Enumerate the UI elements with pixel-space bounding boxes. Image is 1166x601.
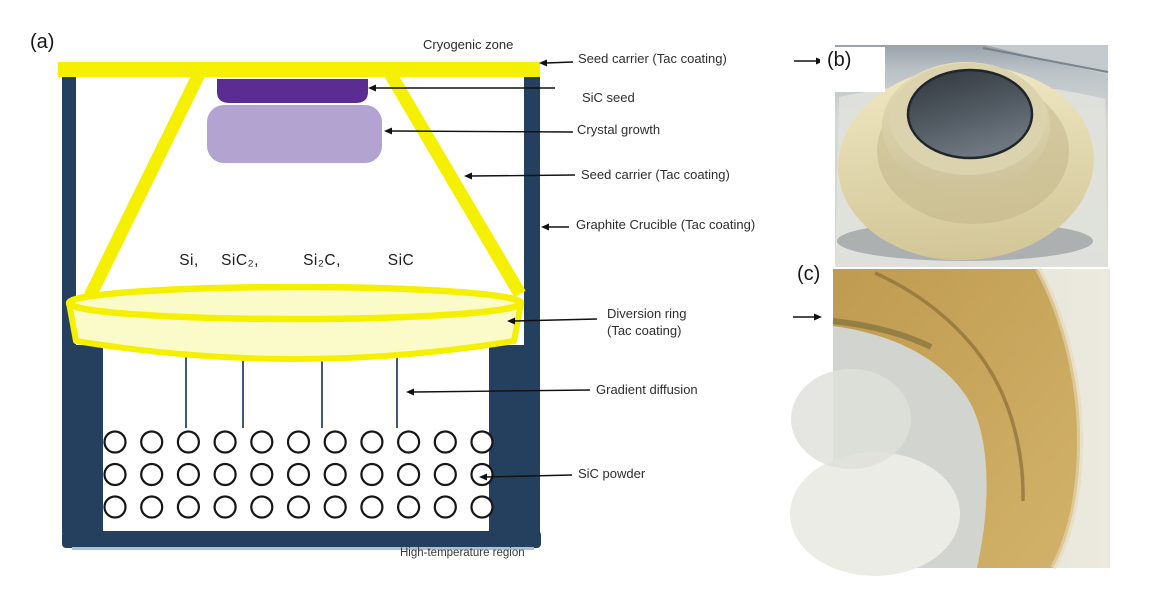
arrow-to-panel-c	[793, 313, 822, 321]
species-si2c: Si₂C,	[303, 252, 341, 269]
powder-granule	[103, 430, 127, 454]
photo-c-glare-2	[791, 369, 911, 469]
label-diversion-ring-line2: (Tac coating)	[607, 323, 682, 338]
crucible-left-ledge	[62, 345, 103, 533]
powder-granule	[470, 430, 494, 454]
powder-granule	[286, 495, 311, 519]
seed-carrier-cone-left	[84, 65, 208, 299]
arrow-gradient-diffusion	[406, 388, 591, 396]
panel-b-photo	[835, 45, 1109, 267]
powder-granule	[286, 430, 311, 454]
powder-granule	[470, 495, 494, 519]
powder-granule	[140, 495, 164, 519]
arrow-seed-carrier-cone	[464, 172, 576, 180]
high-temperature-region-label: High-temperature region	[400, 547, 525, 559]
crucible-right-ledge	[489, 345, 540, 533]
graphite-crucible	[62, 77, 541, 550]
powder-granule	[360, 495, 384, 519]
sic-seed-disc	[217, 79, 368, 103]
powder-granule	[103, 462, 127, 487]
species-si: Si,	[179, 252, 199, 269]
label-crystal-growth: Crystal growth	[577, 122, 661, 137]
powder-granule	[433, 495, 457, 519]
powder-granule	[176, 462, 200, 487]
label-seed-carrier-top: Seed carrier (Tac coating)	[578, 51, 727, 66]
arrow-to-panel-b	[794, 57, 824, 65]
species-sic2: SiC₂,	[221, 252, 259, 269]
photo-b-table-edge	[982, 47, 1109, 73]
label-sic-seed: SiC seed	[582, 90, 635, 105]
panel-c-tag: (c)	[797, 263, 821, 285]
powder-granule	[323, 495, 347, 519]
seed-carrier-cone-right	[382, 66, 526, 298]
powder-granule	[140, 430, 164, 454]
powder-granule	[397, 462, 421, 487]
photo-c-outer-rim	[1035, 267, 1084, 570]
photo-c-band-seam	[874, 271, 1025, 502]
arrow-crystal-growth	[384, 127, 574, 135]
powder-granule	[360, 462, 384, 487]
cryogenic-zone-label: Cryogenic zone	[423, 37, 514, 52]
powder-granule	[433, 430, 457, 454]
powder-granule	[470, 462, 494, 487]
crucible-bottom	[62, 531, 541, 548]
photo-b-seed-hole	[906, 68, 1034, 160]
crucible-bottom-highlight	[72, 547, 534, 550]
powder-granule	[433, 462, 457, 487]
powder-granule	[213, 430, 237, 454]
photo-c-glare	[790, 452, 960, 576]
arrow-seed-carrier-top	[539, 59, 574, 67]
powder-granule	[286, 462, 311, 487]
powder-granule	[397, 495, 421, 519]
seed-carrier-top-plate	[58, 62, 540, 77]
seed-carrier-cone	[84, 65, 526, 299]
powder-granule	[250, 495, 274, 519]
panel-a-tag: (a)	[30, 31, 55, 53]
powder-granule	[103, 495, 127, 519]
species-sic: SiC	[387, 252, 415, 269]
powder-granule	[360, 430, 384, 454]
panel-c-photo	[790, 267, 1110, 576]
label-diversion-ring-line1: Diversion ring	[607, 306, 687, 321]
label-gradient-diffusion: Gradient diffusion	[596, 382, 698, 397]
sic-powder-grid	[103, 430, 494, 519]
annotation-arrows	[368, 57, 824, 481]
arrow-sic-powder	[479, 473, 573, 481]
powder-granule	[250, 430, 274, 454]
arrow-diversion-ring	[507, 317, 598, 325]
crystal-growth-disc	[207, 105, 382, 163]
powder-granule	[140, 462, 164, 487]
powder-granule	[250, 462, 274, 487]
powder-granule	[213, 495, 237, 519]
arrow-graphite-crucible	[541, 223, 569, 231]
diversion-ring-top	[65, 283, 525, 323]
powder-granule	[323, 430, 347, 454]
powder-granule	[176, 495, 200, 519]
powder-granule	[397, 430, 421, 454]
label-graphite-crucible: Graphite Crucible (Tac coating)	[576, 217, 756, 232]
powder-granule	[176, 430, 200, 454]
panel-b-tag: (b)	[827, 49, 852, 71]
photo-c-golden-band	[833, 269, 1080, 568]
powder-granule	[213, 462, 237, 487]
panel-b-label-backdrop	[820, 47, 885, 92]
label-seed-carrier-cone: Seed carrier (Tac coating)	[581, 167, 730, 182]
powder-granule	[323, 462, 347, 487]
arrow-sic-seed	[368, 84, 555, 92]
label-sic-powder: SiC powder	[578, 466, 646, 481]
photo-c-inner-edge-shadow	[832, 318, 933, 350]
